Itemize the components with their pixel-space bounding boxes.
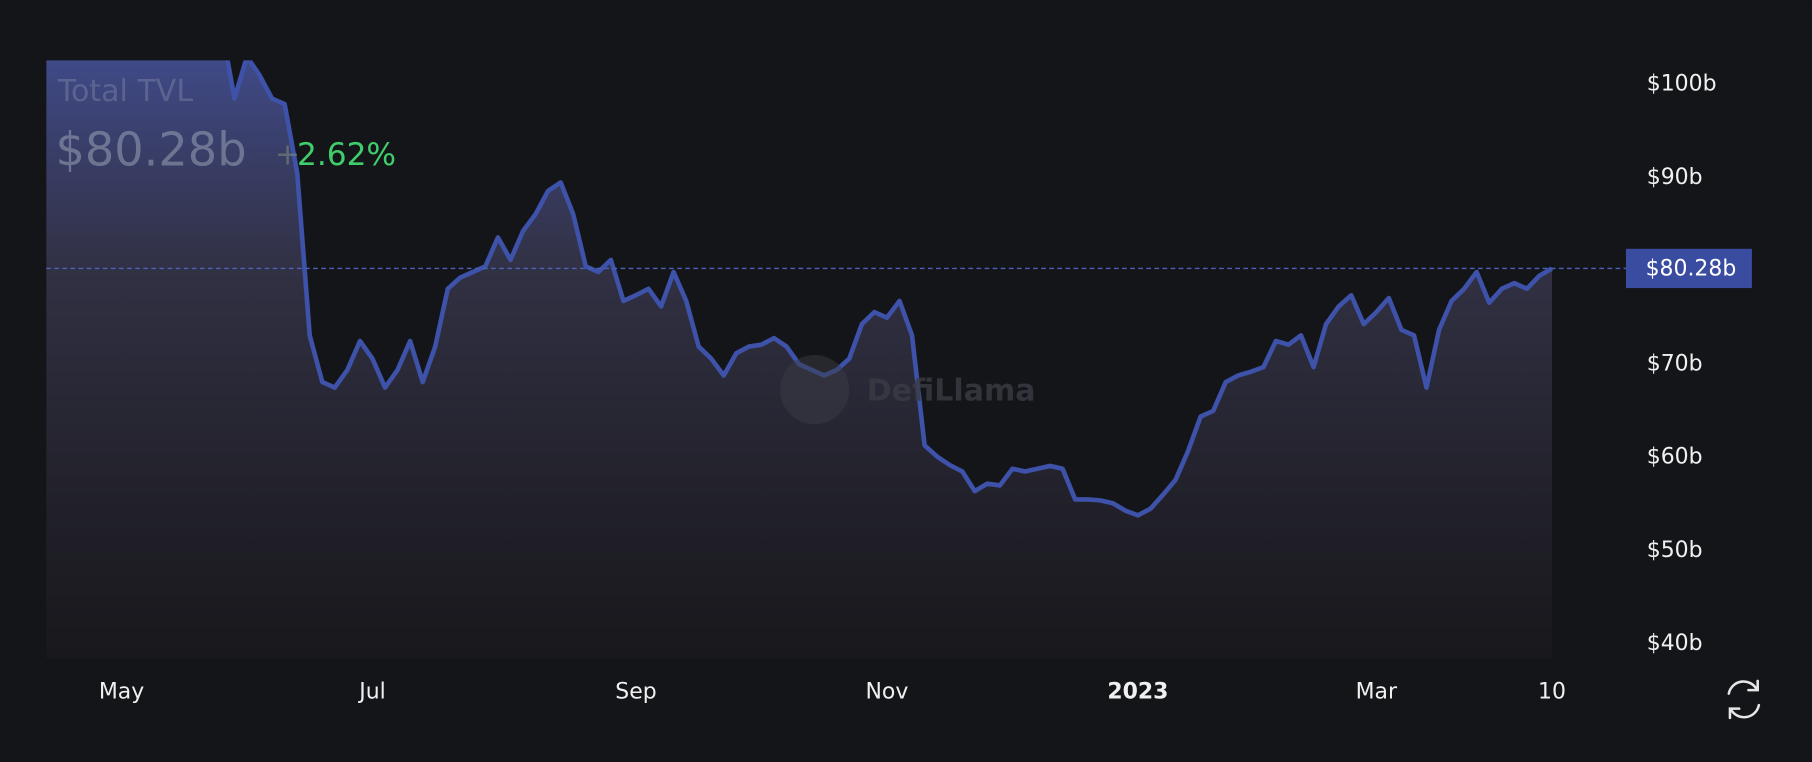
x-tick-label: Jul <box>357 679 385 704</box>
title: Total TVL <box>57 74 194 109</box>
y-tick-label: $70b <box>1647 351 1703 376</box>
y-tick-label: $60b <box>1647 445 1703 470</box>
current-value-label: $80.28b <box>1646 257 1737 282</box>
y-tick-label: $50b <box>1647 538 1703 563</box>
axes: $40b$50b$60b$70b$80b$90b$100bMayJulSepNo… <box>46 72 1752 704</box>
x-tick-label: Mar <box>1356 679 1398 704</box>
watermark-logo <box>780 354 850 425</box>
x-tick-label: Nov <box>866 679 909 704</box>
refresh-icon[interactable] <box>1727 679 1761 720</box>
x-tick-label: 10 <box>1538 679 1566 704</box>
change: 2.62% <box>297 137 396 173</box>
x-tick-label: 2023 <box>1107 679 1168 704</box>
y-tick-label: $90b <box>1647 165 1703 190</box>
x-tick-label: Sep <box>615 679 656 704</box>
x-tick-label: May <box>99 679 144 704</box>
y-tick-label: $40b <box>1647 631 1703 656</box>
y-tick-label: $100b <box>1647 72 1717 97</box>
watermark: DefiLlama <box>867 373 1036 408</box>
headline-value: $80.28b <box>55 122 246 176</box>
change-sign: + <box>275 138 300 173</box>
current-value-box <box>1625 248 1752 289</box>
area <box>46 60 1552 659</box>
